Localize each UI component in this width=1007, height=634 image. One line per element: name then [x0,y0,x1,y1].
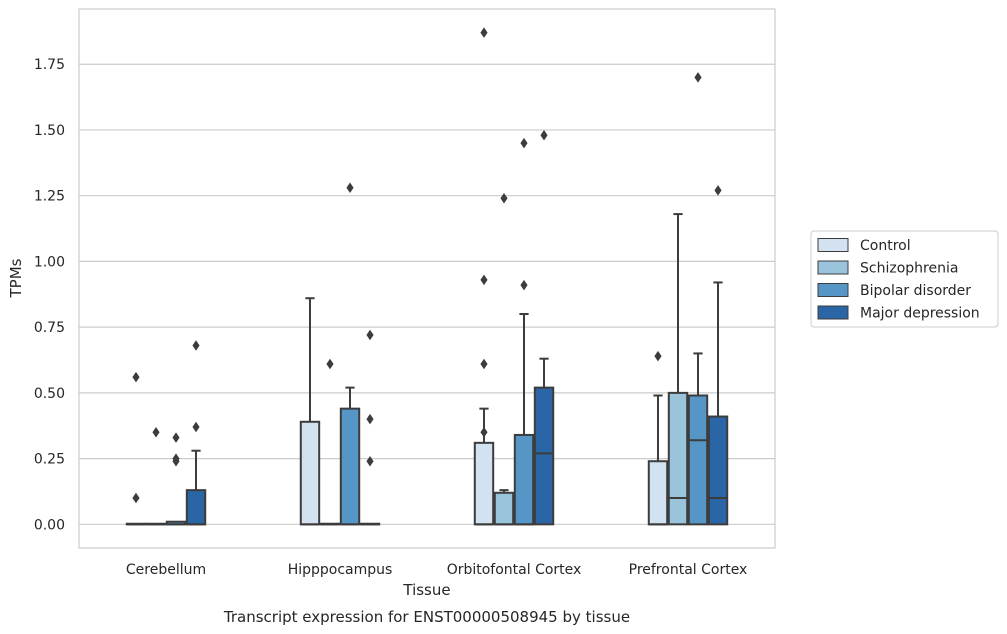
box-group [319,358,341,526]
outlier-point [694,72,702,83]
outlier-point [366,413,374,425]
box [473,441,495,526]
box [667,391,689,526]
box-group [533,129,555,526]
box-group [185,340,207,526]
box-group [165,432,187,526]
outlier-point [152,427,160,438]
x-tick-label: Cerebellum [126,562,206,578]
y-tick-label: 1.50 [34,123,65,139]
outlier-point [346,182,354,194]
legend-swatch [817,283,849,297]
y-tick-label: 0.25 [34,452,65,468]
legend-swatch [817,305,849,320]
y-tick-label: 1.25 [34,189,65,205]
y-tick-label: 0.50 [34,386,65,402]
box [707,415,729,526]
box [299,420,321,526]
box-group [513,137,535,526]
chart-caption: Transcript expression for ENST0000050894… [223,608,630,626]
outlier-point [172,432,180,443]
outlier-point [540,129,548,141]
legend-frame [810,230,999,328]
box [493,491,515,526]
box [687,394,709,526]
legend-swatch [817,260,849,275]
outlier-point [366,455,374,467]
outlier-point [132,371,140,383]
box [339,407,361,526]
legend-label: Schizophrenia [860,261,958,277]
outlier-point [520,137,528,149]
y-tick-labels: 0.00 0.25 0.50 0.75 1.00 1.25 1.50 1.75 [34,57,65,533]
box-group [707,185,729,526]
outlier-point [326,358,334,370]
x-tick-label: Hipppocampus [288,562,393,578]
outlier-point [480,427,488,438]
outlier-point [132,492,140,504]
outlier-point [480,358,488,370]
outlier-point [714,185,722,196]
y-tick-label: 0.75 [34,320,65,336]
x-axis-label: Tissue [402,581,450,599]
plot-frame [78,8,776,549]
legend-label: Bipolar disorder [860,283,971,299]
x-tick-labels: Cerebellum Hipppocampus Orbitofontal Corte… [126,562,747,578]
box-group [299,297,321,526]
box-group [125,371,147,526]
box-group [359,329,381,526]
box [533,386,555,526]
box-group [493,193,515,526]
box [185,489,207,526]
outlier-point [192,340,200,351]
y-tick-label: 1.75 [34,57,65,73]
x-tick-label: Prefrontal Cortex [629,562,748,578]
box-group [647,350,669,526]
outlier-point [480,274,488,286]
outlier-point [500,193,508,204]
box-group [145,427,167,526]
box-group [339,182,361,526]
legend-swatch [817,238,849,252]
legend-label: Major depression [860,306,980,322]
box-group [687,72,709,526]
legend: Control Schizophrenia Bipolar disorder Majo… [810,230,999,328]
y-axis-label: TPMs [7,258,25,298]
box [513,433,535,526]
outlier-point [192,421,200,433]
legend-label: Control [860,238,911,254]
box-series [125,27,729,526]
outlier-point [654,350,662,362]
y-tick-label: 0.00 [34,517,65,533]
outlier-point [366,329,374,341]
y-tick-label: 1.00 [34,254,65,270]
x-tick-label: Orbitofontal Cortex [447,562,582,578]
box-group [667,213,689,526]
outlier-point [480,27,488,38]
box [647,460,669,526]
box-group [473,27,495,526]
outlier-point [520,279,528,291]
outlier-point [172,455,180,467]
